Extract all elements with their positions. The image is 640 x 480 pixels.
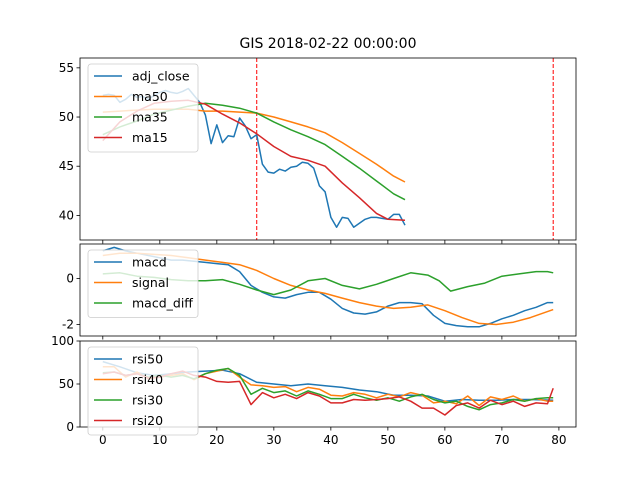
legend-label-rsi40: rsi40	[132, 372, 163, 387]
x-tick-label: 80	[551, 433, 566, 447]
legend-label-adj_close: adj_close	[132, 69, 190, 84]
legend-box	[87, 249, 199, 318]
legend-label-signal: signal	[132, 275, 169, 290]
chart-title: GIS 2018-02-22 00:00:00	[239, 36, 416, 52]
panel-price: 40 45 50 55 adj_close ma50 ma35 ma15	[59, 57, 577, 244]
legend-label-rsi30: rsi30	[132, 393, 163, 408]
x-tick-label: 50	[380, 433, 395, 447]
y-tick-label: 45	[59, 159, 74, 173]
legend-label-macd: macd	[132, 255, 167, 270]
x-tick-label: 60	[437, 433, 452, 447]
y-tick-label: 40	[59, 208, 74, 222]
y-tick-label: 0	[66, 272, 74, 286]
x-tick-label: 20	[209, 433, 224, 447]
axes-frame	[79, 243, 577, 337]
x-tick-label: 10	[152, 433, 167, 447]
y-tick-label: 0	[66, 420, 74, 434]
y-tick-label: 50	[59, 377, 74, 391]
panel-macd: -2 0 macd signal macd_diff	[62, 243, 577, 340]
y-tick-label: 100	[51, 334, 74, 348]
y-tick-label: 55	[59, 61, 74, 75]
legend-label-macd_diff: macd_diff	[132, 296, 193, 311]
x-tick-label: 30	[266, 433, 281, 447]
chart-panels: 40 45 50 55 adj_close ma50 ma35 ma15 -2 0 macd sign…	[51, 57, 577, 447]
legend-label-rsi20: rsi20	[132, 413, 163, 428]
legend-label-rsi50: rsi50	[132, 352, 163, 367]
x-tick-label: 0	[99, 433, 107, 447]
legend-label-ma50: ma50	[132, 89, 168, 104]
legend-box	[87, 63, 199, 153]
axes-frame	[79, 57, 577, 241]
panel-rsi: 0 50 100 0 10 20 30 40 50 60 70 80 rsi50 rsi40 rsi30 rs…	[51, 334, 577, 447]
x-tick-label: 70	[494, 433, 509, 447]
legend-label-ma15: ma15	[132, 130, 168, 145]
legend-box	[87, 346, 199, 436]
y-tick-label: -2	[62, 318, 74, 332]
legend-label-ma35: ma35	[132, 110, 168, 125]
x-tick-label: 40	[323, 433, 338, 447]
y-tick-label: 50	[59, 110, 74, 124]
